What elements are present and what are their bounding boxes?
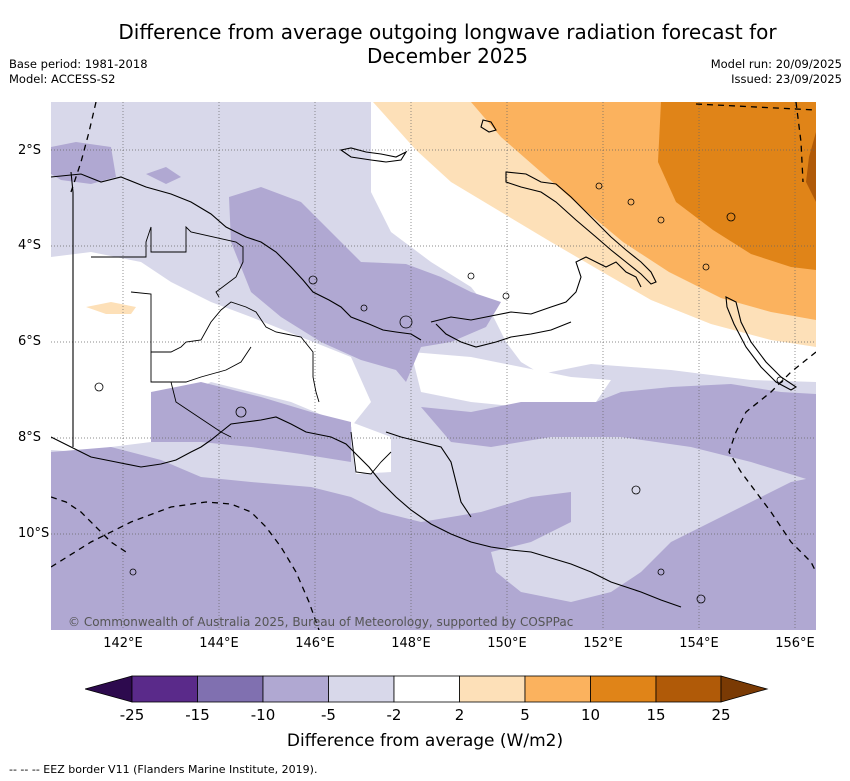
near-average-region-mid: [411, 352, 611, 407]
lat-label: 2°S: [18, 143, 42, 158]
base-period: Base period: 1981-2018: [9, 57, 148, 71]
lat-label: 8°S: [18, 430, 42, 445]
lat-label: 4°S: [18, 238, 42, 253]
positive-anomaly-strongest: [806, 132, 816, 202]
lon-label: 144°E: [199, 636, 239, 651]
province-borders: [91, 225, 392, 475]
colorbar-extend-low: [83, 675, 133, 703]
lon-label: 154°E: [679, 636, 719, 651]
colorbar-tick-label: -25: [119, 706, 145, 724]
meta-left: Base period: 1981-2018 Model: ACCESS-S2: [9, 57, 148, 87]
colorbar-tick-label: 5: [520, 706, 530, 724]
colorbar-title: Difference from average (W/m2): [286, 731, 564, 751]
colorbar-tick-label: -10: [250, 706, 276, 724]
colorbar-tick-label: -5: [321, 706, 336, 724]
negative-anomaly-north-small: [146, 167, 181, 184]
model-name: Model: ACCESS-S2: [9, 72, 116, 86]
model-run: Model run: 20/09/2025: [710, 57, 842, 71]
colorbar-tick-label: 25: [711, 706, 731, 724]
lat-label: 6°S: [18, 334, 42, 349]
colorbar-swatch: [328, 675, 395, 703]
eez-borders: [51, 102, 816, 630]
positive-anomaly-small: [86, 302, 136, 314]
colorbar-svg: [83, 675, 769, 703]
colorbar-swatch: [655, 675, 722, 703]
colorbar-tick-label: 10: [580, 706, 601, 724]
negative-anomaly-se: [421, 384, 816, 482]
negative-anomaly-south-strip: [151, 382, 351, 462]
colorbar-tick-label: 15: [646, 706, 666, 724]
colorbar-tick-label: -2: [386, 706, 402, 724]
lon-label: 148°E: [391, 636, 431, 651]
colorbar: [83, 673, 769, 709]
near-average-region-south: [351, 422, 391, 474]
coastlines: [51, 119, 798, 608]
negative-anomaly-central: [229, 187, 501, 382]
colorbar-swatch: [197, 675, 264, 703]
copyright-notice: © Commonwealth of Australia 2025, Bureau…: [68, 615, 573, 629]
small-islands: [94, 182, 784, 604]
issued-date: Issued: 23/09/2025: [731, 72, 842, 86]
graticule: [51, 102, 816, 630]
map-panel: © Commonwealth of Australia 2025, Bureau…: [51, 102, 816, 630]
meta-right: Model run: 20/09/2025 Issued: 23/09/2025: [711, 57, 842, 87]
colorbar-swatch: [524, 675, 591, 703]
lon-label: 142°E: [103, 636, 143, 651]
colorbar-swatch: [393, 675, 460, 703]
map-svg: © Commonwealth of Australia 2025, Bureau…: [51, 102, 816, 630]
positive-anomaly-strong: [658, 102, 816, 270]
lon-label: 152°E: [583, 636, 623, 651]
colorbar-extend-high: [720, 675, 769, 703]
colorbar-swatch: [590, 675, 657, 703]
lat-label: 10°S: [18, 526, 50, 541]
negative-anomaly-north: [51, 142, 116, 184]
colorbar-tick-label: -15: [185, 706, 210, 724]
colorbar-swatch: [262, 675, 329, 703]
colorbar-tick-label: 2: [454, 706, 465, 724]
colorbar-swatch: [459, 675, 526, 703]
lon-label: 150°E: [487, 636, 527, 651]
lon-label: 156°E: [775, 636, 815, 651]
lon-label: 146°E: [295, 636, 335, 651]
negative-anomaly-south: [51, 447, 816, 630]
map-title: Difference from average outgoing longwav…: [118, 20, 777, 68]
near-average-region-w: [51, 252, 371, 452]
eez-footnote: -- -- -- EEZ border V11 (Flanders Marine…: [9, 763, 318, 776]
colorbar-swatch: [131, 675, 198, 703]
